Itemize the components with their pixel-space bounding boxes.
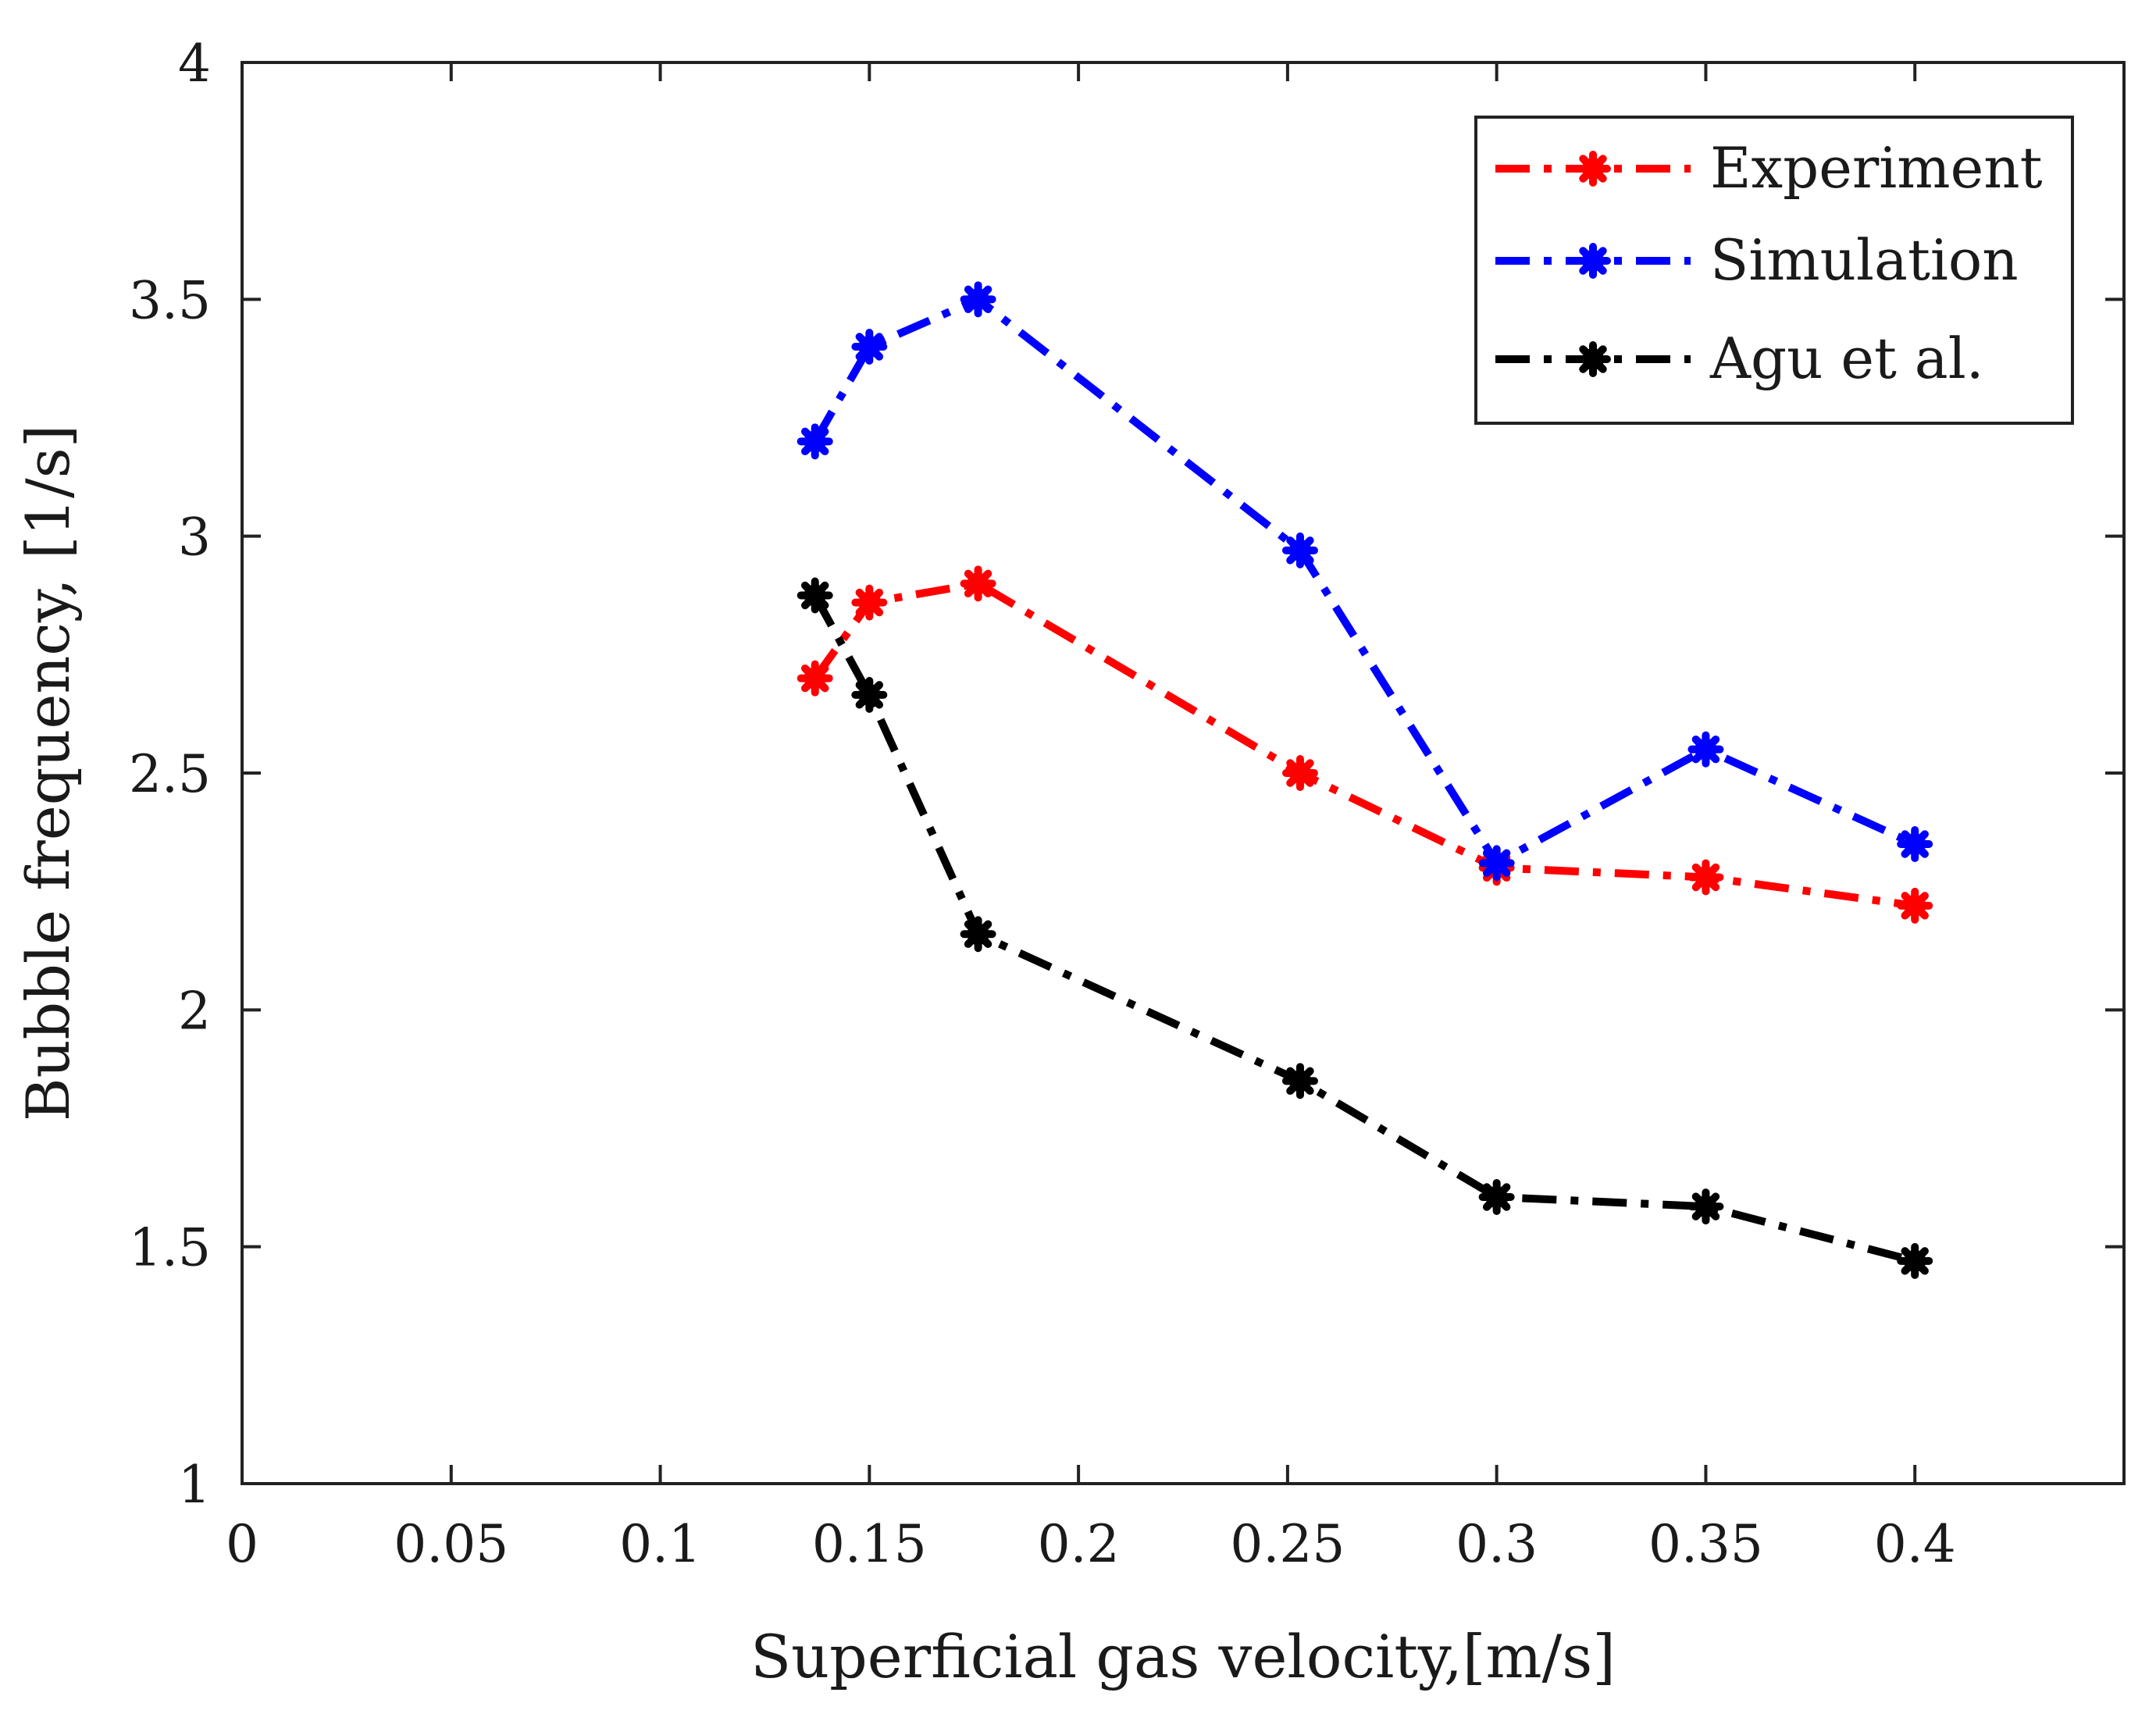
marker-ray: [964, 285, 992, 314]
marker-ray: [1691, 1192, 1720, 1220]
x-tick-label: 0.15: [812, 1514, 927, 1574]
legend-label: Agu et al.: [1709, 326, 1984, 391]
legend-item: Experiment: [1495, 135, 2043, 201]
data-point: [851, 676, 888, 713]
series-layer: [796, 281, 1933, 1279]
data-point: [796, 423, 833, 460]
legend-label: Experiment: [1710, 135, 2043, 201]
marker-ray: [1482, 849, 1511, 877]
marker-ray: [1691, 735, 1720, 764]
y-tick-label: 1.5: [129, 1218, 211, 1278]
marker-ray: [1901, 1247, 1929, 1275]
marker-ray: [964, 920, 992, 948]
y-axis: 1 1.5 2 2.5 3 3.5 4: [129, 34, 2124, 1515]
marker-ray: [855, 681, 884, 709]
x-tick-label: 0.3: [1456, 1514, 1538, 1574]
data-point: [1687, 1188, 1724, 1225]
marker-ray: [800, 581, 829, 610]
data-point: [796, 577, 833, 614]
data-point: [960, 281, 996, 318]
data-point: [1897, 1242, 1933, 1279]
x-tick-label: 0.05: [394, 1514, 508, 1574]
series-agu-et-al: [796, 577, 1933, 1279]
data-point: [851, 329, 888, 365]
y-tick-label: 2: [178, 981, 211, 1041]
marker-ray: [1579, 247, 1607, 275]
data-point: [1897, 826, 1933, 862]
data-point: [960, 565, 996, 602]
data-point: [1897, 887, 1933, 924]
data-point: [1478, 1178, 1515, 1215]
y-tick-label: 1: [178, 1455, 211, 1515]
marker-ray: [1286, 759, 1314, 787]
marker-ray: [964, 569, 992, 598]
data-point: [1281, 755, 1318, 791]
data-point: [1478, 845, 1515, 882]
x-tick-label: 0.35: [1648, 1514, 1763, 1574]
legend-marker: [1575, 341, 1611, 377]
data-point: [1687, 731, 1724, 768]
y-axis-title: Bubble frequency, [1/s]: [13, 425, 83, 1121]
marker-ray: [800, 427, 829, 456]
y-tick-label: 3: [178, 508, 211, 568]
marker-ray: [1482, 1183, 1511, 1211]
marker-ray: [855, 333, 884, 361]
series-experiment: [796, 565, 1933, 924]
data-point: [1281, 1063, 1318, 1099]
marker-ray: [1579, 345, 1607, 373]
y-tick-label: 2.5: [129, 744, 211, 804]
legend-item: Simulation: [1495, 227, 2019, 293]
marker-ray: [800, 664, 829, 693]
series-simulation: [796, 281, 1933, 882]
marker-ray: [1691, 863, 1720, 892]
data-point: [796, 660, 833, 697]
marker-ray: [1579, 155, 1607, 183]
marker-ray: [855, 588, 884, 617]
legend-marker: [1575, 151, 1611, 187]
data-point: [1281, 532, 1318, 568]
marker-ray: [1286, 1067, 1314, 1096]
marker-ray: [1901, 892, 1929, 920]
x-axis-title: Superficial gas velocity,[m/s]: [750, 1622, 1616, 1691]
x-tick-label: 0: [226, 1514, 258, 1574]
x-tick-label: 0.4: [1874, 1514, 1956, 1574]
y-tick-label: 4: [178, 34, 211, 94]
data-point: [960, 916, 996, 953]
marker-ray: [1901, 830, 1929, 858]
legend-item: Agu et al.: [1495, 326, 1984, 391]
x-axis: 0 0.05 0.1 0.15 0.2 0.25 0.3 0.35 0.4: [226, 62, 1956, 1574]
legend-marker: [1575, 243, 1611, 279]
data-point: [1687, 859, 1724, 896]
marker-ray: [1286, 536, 1314, 565]
x-tick-label: 0.1: [619, 1514, 701, 1574]
legend-label: Simulation: [1710, 227, 2019, 293]
x-tick-label: 0.25: [1230, 1514, 1345, 1574]
y-tick-label: 3.5: [129, 270, 211, 330]
data-point: [851, 584, 888, 621]
x-tick-label: 0.2: [1038, 1514, 1120, 1574]
legend: Experiment Simulation Agu et al.: [1474, 116, 2074, 425]
